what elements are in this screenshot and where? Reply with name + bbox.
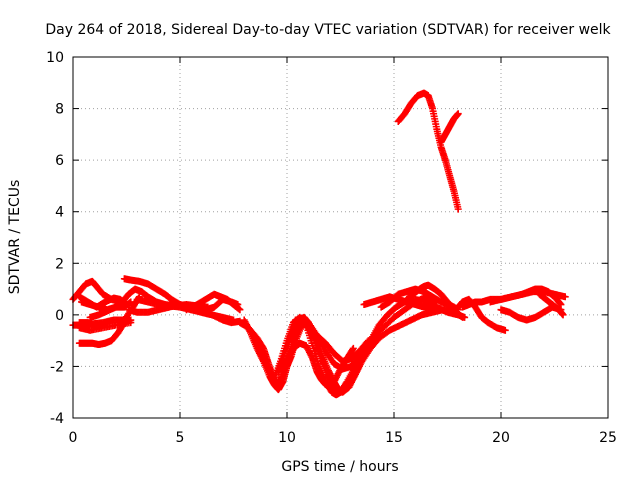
y-tick-label: -2 bbox=[50, 359, 64, 375]
y-tick-label: 6 bbox=[55, 153, 64, 169]
y-tick-label: 0 bbox=[55, 308, 64, 324]
y-tick-label: 10 bbox=[46, 50, 64, 66]
series-arc-26 bbox=[486, 285, 565, 309]
y-axis-label: SDTVAR / TECUs bbox=[7, 180, 23, 295]
series-arc-22 bbox=[394, 89, 462, 213]
series-arc-7 bbox=[75, 316, 135, 349]
series-arc-18 bbox=[292, 316, 372, 365]
y-tick-label: 8 bbox=[55, 102, 64, 118]
y-tick-label: 4 bbox=[55, 205, 64, 221]
chart-title: Day 264 of 2018, Sidereal Day-to-day VTE… bbox=[45, 22, 611, 38]
data-point-marker bbox=[454, 110, 462, 118]
series-arc-24 bbox=[452, 295, 509, 334]
y-tick-label: -4 bbox=[50, 411, 64, 427]
data-point-marker bbox=[561, 293, 569, 301]
data-point-marker bbox=[458, 313, 466, 321]
data-point-marker bbox=[454, 205, 462, 213]
data-point-marker bbox=[364, 337, 372, 345]
x-tick-label: 20 bbox=[492, 430, 510, 446]
y-tick-label: 2 bbox=[55, 256, 64, 272]
x-axis-label: GPS time / hours bbox=[281, 459, 398, 475]
data-point-marker bbox=[127, 298, 135, 306]
series-arc-28 bbox=[536, 290, 567, 319]
x-tick-label: 15 bbox=[385, 430, 403, 446]
plot-frame bbox=[72, 56, 609, 419]
data-point-marker bbox=[349, 346, 357, 354]
axis-ticks: 0 5 10 15 20 25 -4 -2 0 2 4 6 8 10 bbox=[46, 50, 617, 446]
data-point-marker bbox=[103, 319, 111, 327]
series-arc-12 bbox=[182, 290, 244, 314]
data-point-marker bbox=[236, 306, 244, 314]
series-arc-6 bbox=[75, 319, 111, 329]
data-points bbox=[69, 89, 569, 399]
data-point-marker bbox=[127, 316, 135, 324]
series-arc-23 bbox=[437, 110, 462, 146]
data-point-marker bbox=[501, 326, 509, 334]
data-point-marker bbox=[559, 311, 567, 319]
x-tick-label: 10 bbox=[278, 430, 296, 446]
data-point-marker bbox=[349, 344, 357, 352]
data-point-marker bbox=[363, 338, 371, 346]
data-point-marker bbox=[457, 312, 465, 320]
x-tick-label: 5 bbox=[176, 430, 185, 446]
x-tick-label: 0 bbox=[69, 430, 78, 446]
x-tick-label: 25 bbox=[599, 430, 617, 446]
